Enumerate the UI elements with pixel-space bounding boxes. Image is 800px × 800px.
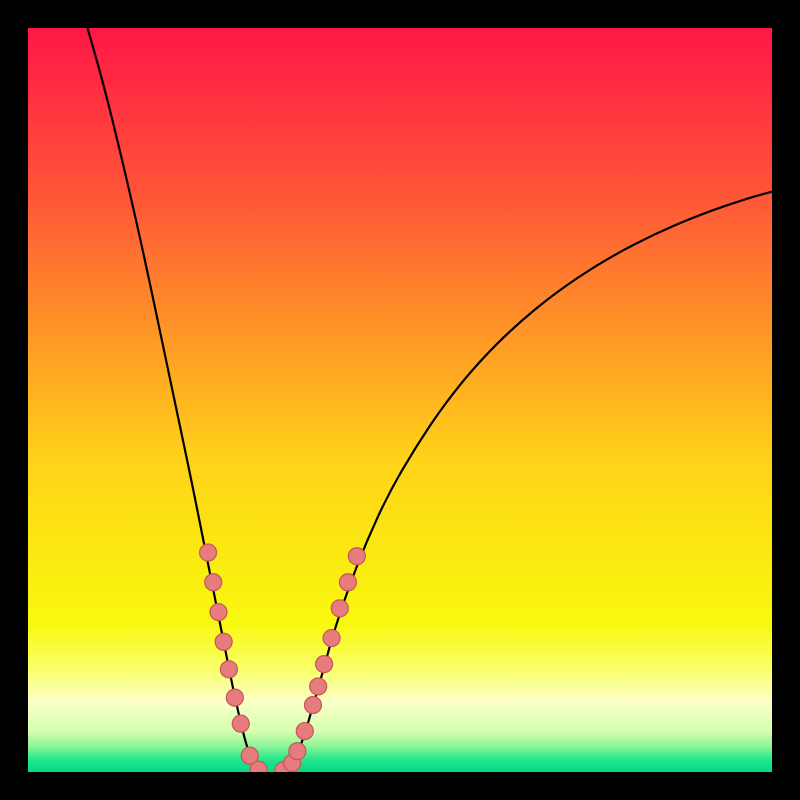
data-marker [348, 548, 365, 565]
data-marker [323, 630, 340, 647]
data-marker [331, 600, 348, 617]
data-marker [304, 697, 321, 714]
data-marker [200, 544, 217, 561]
data-marker [339, 574, 356, 591]
data-marker [220, 661, 237, 678]
gradient-background [28, 28, 772, 772]
data-marker [226, 689, 243, 706]
plot-area [28, 28, 772, 772]
data-marker [232, 715, 249, 732]
data-marker [205, 574, 222, 591]
data-marker [310, 678, 327, 695]
data-marker [210, 604, 227, 621]
chart-frame: TheBottleneck.com [0, 0, 800, 800]
chart-svg [28, 28, 772, 772]
data-marker [289, 743, 306, 760]
data-marker [215, 633, 232, 650]
data-marker [316, 656, 333, 673]
data-marker [296, 723, 313, 740]
